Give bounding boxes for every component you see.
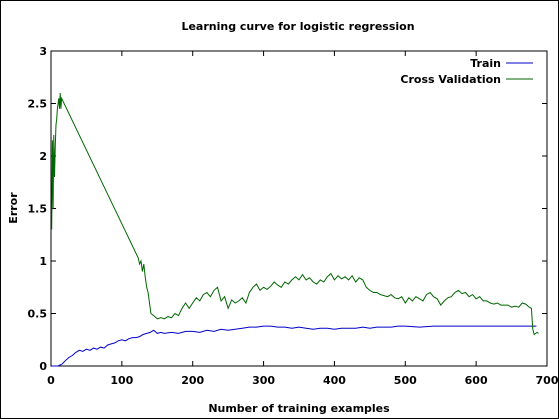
plot-frame xyxy=(51,51,547,366)
y-tick-label: 3 xyxy=(39,45,47,58)
y-tick-label: 0.5 xyxy=(28,308,48,321)
x-tick-label: 100 xyxy=(110,374,133,387)
legend-label: Cross Validation xyxy=(400,73,501,86)
y-tick-label: 0 xyxy=(39,360,47,373)
y-tick-label: 1 xyxy=(39,255,47,268)
x-tick-label: 500 xyxy=(394,374,417,387)
x-tick-label: 700 xyxy=(536,374,558,387)
x-tick-label: 300 xyxy=(252,374,275,387)
series-line-train xyxy=(52,326,537,366)
x-tick-label: 0 xyxy=(47,374,55,387)
x-tick-label: 400 xyxy=(323,374,346,387)
y-tick-label: 2.5 xyxy=(28,98,48,111)
legend-label: Train xyxy=(470,57,501,70)
x-tick-label: 600 xyxy=(465,374,488,387)
y-tick-label: 2 xyxy=(39,150,47,163)
y-tick-label: 1.5 xyxy=(28,203,48,216)
y-axis-label: Error xyxy=(7,192,20,224)
series-line-cross-validation xyxy=(52,93,539,335)
x-axis-label: Number of training examples xyxy=(208,402,390,415)
x-tick-label: 200 xyxy=(181,374,204,387)
chart-title: Learning curve for logistic regression xyxy=(181,20,414,33)
